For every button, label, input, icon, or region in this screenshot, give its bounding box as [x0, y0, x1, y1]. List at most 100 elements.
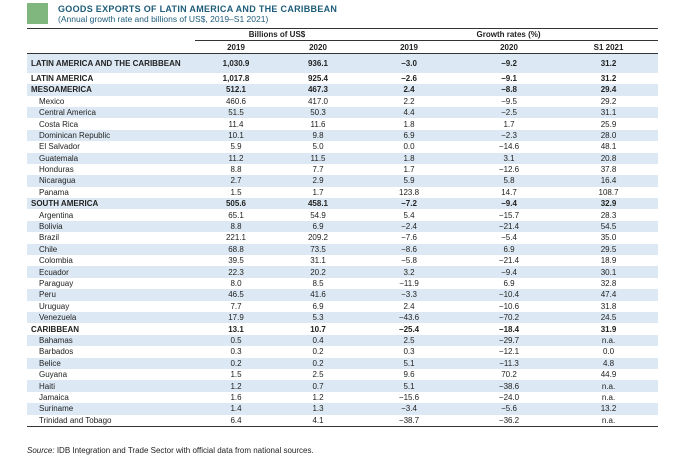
cell: −29.7	[459, 334, 560, 347]
cell: 14.7	[501, 187, 517, 197]
cell: 4.8	[559, 357, 659, 369]
cell: 24.5	[559, 311, 659, 324]
cell: 1.3	[277, 403, 360, 415]
cell: 1.8	[403, 119, 415, 129]
row-label: Bolivia	[27, 220, 195, 233]
row-label: Ecuador	[27, 266, 195, 278]
header-row: Billions of US$ Growth rates (%)	[27, 27, 659, 42]
cell: 54.5	[559, 220, 659, 233]
cell: 31.1	[310, 256, 326, 266]
cell: 31.8	[600, 301, 617, 311]
row-label: Suriname	[27, 403, 195, 415]
cell: 7.7	[312, 165, 324, 175]
cell: 13.2	[559, 403, 659, 415]
cell: 512.1	[195, 84, 277, 96]
cell: −2.3	[459, 129, 560, 142]
cell: 31.2	[600, 73, 617, 83]
cell: 5.4	[403, 210, 415, 220]
country-row: Venezuela 17.9 5.3 −43.6 −70.2 24.5	[27, 311, 659, 324]
cell: 11.4	[228, 119, 244, 129]
cell: −9.2	[459, 53, 560, 73]
row-label: MESOAMERICA	[27, 84, 195, 96]
column-header: 2020	[277, 40, 360, 54]
exports-table: Billions of US$ Growth rates (%) 2019 20…	[27, 27, 659, 427]
column-header: 2019	[359, 40, 460, 54]
cell: 7.7	[230, 301, 242, 311]
cell: 8.0	[230, 279, 242, 288]
cell: 32.9	[559, 198, 659, 210]
cell: 460.6	[225, 96, 247, 106]
row-label: Haiti	[27, 380, 195, 392]
aggregate-row: SOUTH AMERICA 505.6 458.1 −7.2 −9.4 32.9	[27, 198, 659, 210]
cell: 1.6	[230, 392, 242, 402]
country-row: Belice 0.2 0.2 5.1 −11.3 4.8	[27, 357, 659, 369]
cell: 0.4	[277, 334, 360, 347]
cell: n.a.	[559, 334, 659, 347]
country-row: Nicaragua 2.7 2.9 5.9 5.8 16.4	[27, 175, 659, 187]
cell: 20.2	[277, 266, 360, 278]
row-label: Jamaica	[39, 392, 69, 402]
title: GOODS EXPORTS OF LATIN AMERICA AND THE C…	[58, 4, 338, 14]
cell: −24.0	[498, 392, 520, 402]
cell: 31.2	[559, 53, 659, 73]
cell: 1.7	[503, 119, 515, 129]
cell: −3.0	[359, 53, 460, 73]
cell: −43.6	[359, 311, 460, 324]
cell: 44.9	[600, 370, 617, 380]
cell: 6.9	[312, 301, 324, 311]
country-row: Bahamas 0.5 0.4 2.5 −29.7 n.a.	[27, 334, 659, 347]
cell: −70.2	[459, 311, 560, 324]
cell: n.a.	[559, 380, 659, 392]
row-label: Argentina	[39, 210, 74, 220]
cell: 467.3	[277, 84, 360, 96]
cell: 1.2	[195, 380, 277, 392]
cell: 1.5	[230, 187, 242, 197]
cell: −2.5	[459, 106, 560, 119]
cell: 8.8	[195, 220, 277, 233]
cell: 5.1	[359, 357, 460, 369]
cell: 3.2	[359, 266, 460, 278]
row-label: Chile	[27, 243, 195, 256]
row-label: Costa Rica	[39, 119, 79, 129]
row-label: Central America	[27, 106, 195, 119]
cell: −18.4	[498, 324, 520, 334]
cell: −3.3	[359, 289, 460, 301]
cell: 4.1	[277, 414, 360, 427]
cell: −11.3	[459, 357, 560, 369]
country-row: Chile 68.8 73.5 −8.6 6.9 29.5	[27, 243, 659, 256]
cell: 28.3	[600, 210, 617, 220]
cell: 1.5	[230, 370, 242, 380]
cell: 4.4	[359, 106, 460, 119]
aggregate-row: LATIN AMERICA AND THE CARIBBEAN 1,030.9 93…	[27, 53, 659, 73]
cell: 29.5	[559, 243, 659, 256]
row-label: Peru	[27, 289, 195, 301]
column-header: 2020	[459, 40, 560, 54]
cell: 8.8	[230, 165, 242, 175]
cell: 11.2	[195, 152, 277, 164]
row-label: CARIBBEAN	[31, 324, 79, 334]
cell: 6.9	[459, 243, 560, 256]
cell: 54.9	[310, 210, 326, 220]
aggregate-row: LATIN AMERICA 1,017.8 925.4 −2.6 −9.1 31.2	[27, 73, 658, 84]
country-row: Honduras 8.8 7.7 1.7 −12.6 37.8	[27, 164, 658, 175]
cell: 6.9	[277, 220, 360, 233]
cell: −9.4	[459, 266, 560, 278]
cell: 10.7	[310, 324, 326, 334]
country-row: Panama 1.5 1.7 123.8 14.7 108.7	[27, 187, 658, 198]
subtitle: (Annual growth rate and billions of US$,…	[58, 14, 269, 24]
aggregate-row: CARIBBEAN 13.1 10.7 −25.4 −18.4 31.9	[27, 323, 658, 334]
cell: −21.4	[498, 256, 520, 266]
cell: −2.6	[401, 73, 417, 83]
cell: −5.8	[401, 256, 417, 266]
cell: 2.5	[312, 370, 324, 380]
column-header: S1 2021	[559, 40, 659, 54]
cell: 39.5	[228, 256, 244, 266]
cell: 46.5	[195, 289, 277, 301]
cell: n.a.	[601, 392, 616, 402]
cell: 5.1	[359, 380, 460, 392]
country-row: Colombia 39.5 31.1 −5.8 −21.4 18.9	[27, 255, 658, 266]
cell: 5.3	[277, 311, 360, 324]
cell: 30.1	[559, 266, 659, 278]
cell: 2.9	[277, 175, 360, 187]
